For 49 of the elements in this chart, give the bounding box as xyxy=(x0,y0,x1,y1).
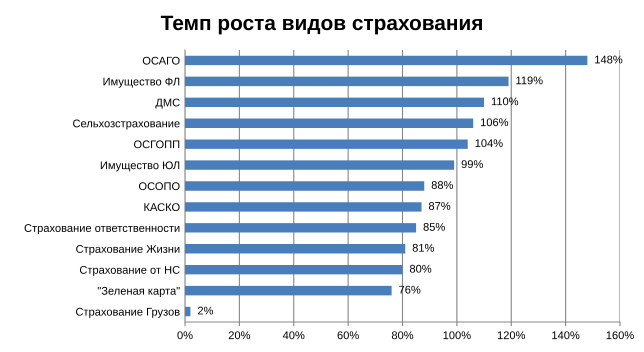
bar xyxy=(185,118,474,128)
x-tick-label: 80% xyxy=(392,331,414,340)
bar xyxy=(185,286,392,296)
bar xyxy=(185,160,454,170)
y-tick-label: Имущество ЮЛ xyxy=(100,161,180,172)
y-tick-label: Страхование ответственности xyxy=(24,224,180,234)
data-label: 106% xyxy=(480,118,508,126)
bar xyxy=(185,139,468,149)
x-tick-label: 100% xyxy=(444,331,471,340)
y-tick-label: Страхование от НС xyxy=(80,266,180,276)
bar xyxy=(185,202,422,212)
chart-title: Темп роста видов страхования xyxy=(160,16,482,34)
y-tick-label: Страхование Грузов xyxy=(76,308,180,318)
y-tick-label: Сельхозстрахование xyxy=(73,120,180,130)
y-tick-label: Страхование Жизни xyxy=(76,245,180,256)
bar xyxy=(185,264,402,274)
bar xyxy=(185,181,424,191)
y-tick-label: ОСГОПП xyxy=(134,140,180,148)
x-tick-label: 120% xyxy=(498,331,526,340)
bar xyxy=(185,56,588,66)
y-tick-label: ДМС xyxy=(155,98,180,109)
data-label: 76% xyxy=(399,286,420,294)
x-tick-label: 0% xyxy=(177,331,193,340)
bar xyxy=(185,244,406,254)
x-tick-label: 160% xyxy=(606,331,634,340)
bar xyxy=(185,306,190,316)
bar xyxy=(185,76,509,86)
data-label: 87% xyxy=(428,202,450,210)
bar xyxy=(185,98,484,108)
data-label: 88% xyxy=(432,181,454,189)
y-tick-label: "Зеленая карта" xyxy=(98,286,180,297)
data-label: 110% xyxy=(492,97,518,106)
data-label: 148% xyxy=(595,56,622,64)
x-tick-label: 140% xyxy=(552,331,580,340)
y-tick-label: ОСАГО xyxy=(142,56,180,65)
data-label: 81% xyxy=(412,244,434,252)
bar xyxy=(185,223,416,233)
y-tick-label: Имущество ФЛ xyxy=(103,78,180,88)
data-label: 80% xyxy=(410,264,432,273)
data-label: 119% xyxy=(516,76,543,84)
data-label: 85% xyxy=(424,222,445,231)
y-tick-label: ОСОПО xyxy=(138,182,180,190)
data-label: 104% xyxy=(476,139,503,148)
y-tick-label: КАСКО xyxy=(144,203,180,212)
data-label: 2% xyxy=(198,306,214,314)
x-tick-label: 40% xyxy=(282,331,304,340)
x-tick-label: 60% xyxy=(338,331,359,340)
data-label: 99% xyxy=(462,160,483,168)
x-tick-label: 20% xyxy=(228,331,250,340)
